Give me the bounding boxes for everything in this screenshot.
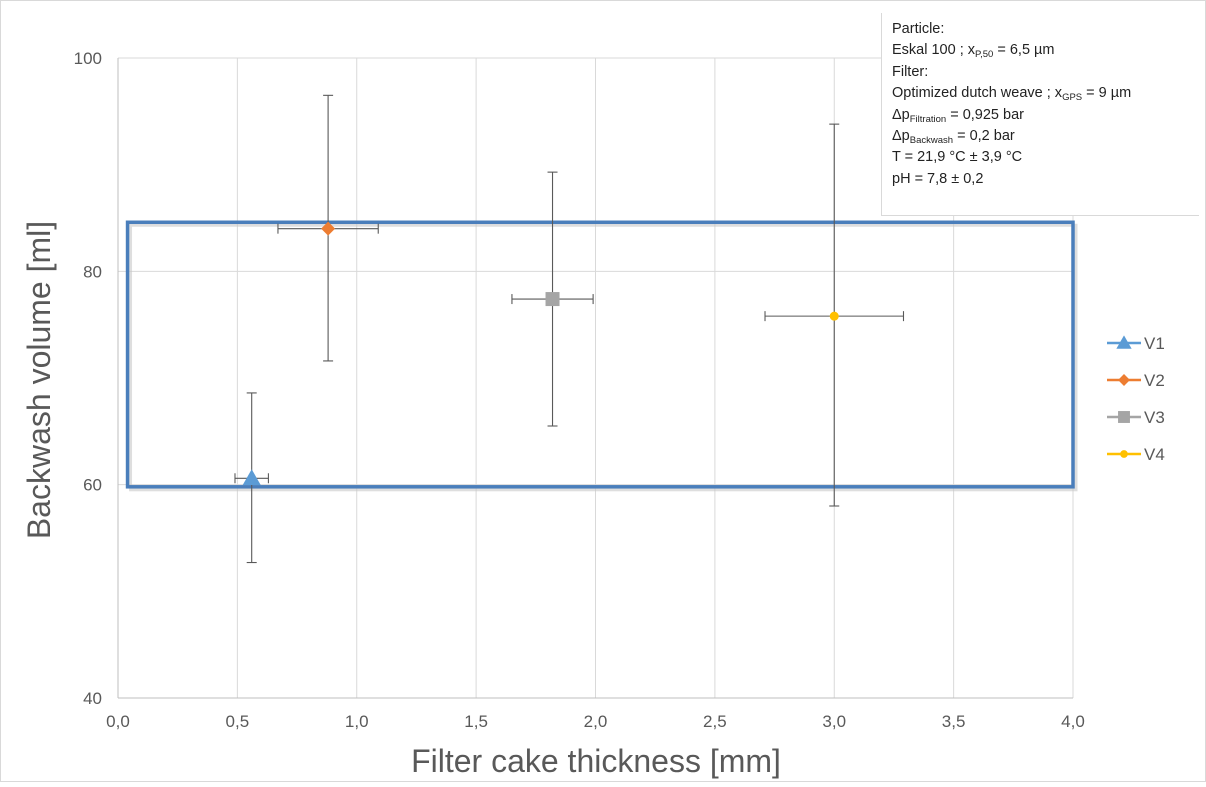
legend-marker-v1 <box>1116 335 1132 349</box>
y-tick-label: 80 <box>83 262 102 281</box>
legend-marker-v3 <box>1118 411 1130 423</box>
data-point-v2 <box>321 221 336 236</box>
data-point-v4 <box>829 311 839 321</box>
data-point-v1 <box>242 469 261 486</box>
tick-labels: 0,0 0,5 1,0 1,5 2,0 2,5 3,0 3,5 4,0 40 60 80 100 <box>74 49 1085 731</box>
highlight-box-group <box>125 220 1078 492</box>
conditions-annotation: Particle: Eskal 100 ; xP,50 = 6,5 µm Fil… <box>881 13 1199 216</box>
x-tick-label: 2,5 <box>703 712 727 731</box>
legend-marker-v2 <box>1118 374 1130 386</box>
y-tick-label: 40 <box>83 689 102 708</box>
legend-label-v4: V4 <box>1144 445 1165 464</box>
annotation-particle-heading: Particle: <box>892 21 945 37</box>
annotation-temperature: T = 21,9 °C ± 3,9 °C <box>892 149 1023 166</box>
y-axis-label: Backwash volume [ml] <box>21 221 57 539</box>
x-tick-label: 1,5 <box>464 712 488 731</box>
x-tick-label: 4,0 <box>1061 712 1085 731</box>
x-axis-label: Filter cake thickness [mm] <box>411 743 781 779</box>
x-tick-label: 0,0 <box>106 712 130 731</box>
x-tick-label: 3,0 <box>822 712 846 731</box>
y-tick-label: 100 <box>74 49 102 68</box>
axes <box>117 58 1073 699</box>
annotation-filter-heading: Filter: <box>892 63 929 80</box>
legend-label-v3: V3 <box>1144 408 1165 427</box>
annotation-particle-line: Eskal 100 ; xP,50 = 6,5 µm <box>892 42 1055 61</box>
highlight-box-shadow <box>129 223 1078 492</box>
legend-marker-v4 <box>1120 450 1128 458</box>
annotation-ph: pH = 7,8 ± 0,2 <box>892 170 984 187</box>
legend: V1 V2 V3 V4 <box>1107 334 1165 464</box>
legend-label-v2: V2 <box>1144 371 1165 390</box>
annotation-dp-backwash: ΔpBackwash = 0,2 bar <box>892 128 1015 147</box>
data-markers <box>242 221 839 486</box>
x-tick-label: 3,5 <box>942 712 966 731</box>
annotation-dp-filtration: ΔpFiltration = 0,925 bar <box>892 106 1024 125</box>
data-point-v3 <box>545 292 560 307</box>
legend-label-v1: V1 <box>1144 334 1165 353</box>
highlight-box <box>125 220 1075 489</box>
x-tick-label: 1,0 <box>345 712 369 731</box>
y-tick-label: 60 <box>83 476 102 495</box>
annotation-filter-line: Optimized dutch weave ; xGPS = 9 µm <box>892 85 1132 104</box>
x-tick-label: 0,5 <box>226 712 250 731</box>
x-tick-label: 2,0 <box>584 712 608 731</box>
